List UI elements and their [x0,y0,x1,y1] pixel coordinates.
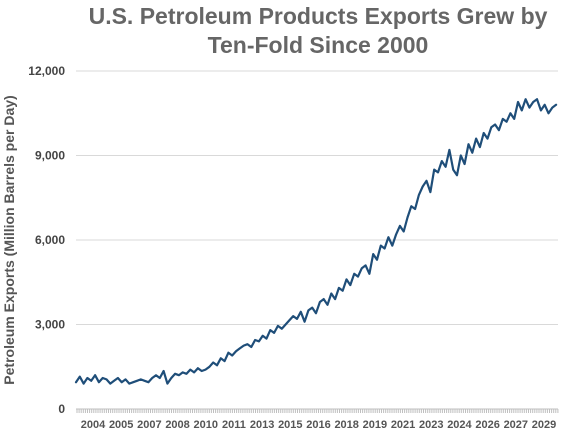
x-tick-label: 2016 [306,419,330,431]
x-tick-label: 2013 [250,419,274,431]
y-tick-label: 9,000 [35,149,65,163]
x-tick-label: 2023 [419,419,443,431]
chart-title-line-1: U.S. Petroleum Products Exports Grew by [89,3,548,29]
y-axis-label: Petroleum Exports (Million Barrels per D… [1,95,17,384]
y-tick-label: 0 [58,402,65,416]
series-layer [74,98,558,385]
y-tick-labels: 0 3,000 6,000 9,000 12,000 [28,64,65,416]
x-tick-label: 2005 [109,419,133,431]
y-tick-label: 3,000 [35,318,65,332]
x-tick-labels: 2004 2005 2007 2008 2010 2011 2013 2015 2016 2018… [81,419,556,431]
series-line [74,98,558,385]
x-tick-label: 2011 [222,419,246,431]
x-tick-label: 2027 [504,419,528,431]
x-tick-label: 2029 [532,419,556,431]
x-tick-label: 2021 [391,419,415,431]
chart-title-line-2: Ten-Fold Since 2000 [208,32,429,58]
x-tick-label: 2018 [334,419,358,431]
x-tick-label: 2026 [475,419,499,431]
x-tick-label: 2008 [165,419,189,431]
x-tick-label: 2004 [81,419,106,431]
x-tick-label: 2024 [447,419,472,431]
x-minor-ticks [76,409,559,413]
x-tick-label: 2007 [137,419,161,431]
x-tick-label: 2010 [194,419,218,431]
gridlines [76,70,558,325]
x-tick-label: 2015 [278,419,302,431]
y-tick-label: 6,000 [35,233,65,247]
y-tick-label: 12,000 [28,64,65,78]
x-tick-label: 2019 [363,419,387,431]
